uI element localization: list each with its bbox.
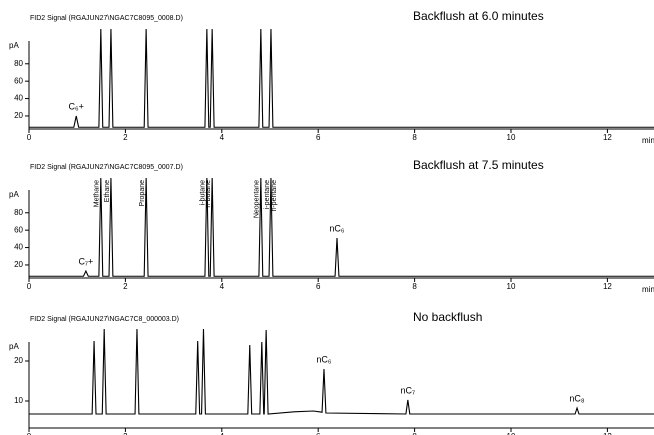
x-tick-label: 2	[123, 133, 128, 142]
x-tick-label: 0	[27, 133, 32, 142]
signal-trace	[29, 177, 654, 277]
chart-panel: FID2 Signal (RGAJUN27\NGAC7C8_000003.D) N…	[9, 310, 654, 435]
x-tick-label: 12	[603, 282, 612, 291]
x-tick-label: 8	[412, 282, 417, 291]
x-tick-label: 2	[123, 282, 128, 291]
peak-annotation: nC₇	[401, 385, 416, 395]
x-tick-label: 6	[316, 133, 321, 142]
y-tick-label: 40	[14, 243, 23, 252]
compound-label: i-butane	[200, 180, 207, 205]
y-tick-label: 20	[14, 260, 23, 269]
panel-subtitle: No backflush	[413, 310, 482, 324]
panel-title: FID2 Signal (RGAJUN27\NGAC7C8095_0008.D)	[30, 15, 183, 22]
compound-label: n-butane	[205, 180, 212, 208]
y-tick-label: 10	[14, 396, 23, 405]
panel-title: FID2 Signal (RGAJUN27\NGAC7C8_000003.D)	[30, 316, 179, 323]
y-tick-label: 80	[14, 208, 23, 217]
x-tick-label: 8	[412, 133, 417, 142]
compound-label: Methane	[94, 180, 101, 207]
x-tick-label: 4	[220, 133, 225, 142]
chart-panel: FID2 Signal (RGAJUN27\NGAC7C8095_0007.D)…	[9, 158, 654, 294]
x-tick-label: 4	[220, 282, 225, 291]
x-tick-label: 10	[507, 432, 516, 435]
compound-label: i-pentane	[264, 180, 271, 209]
y-tick-label: 20	[14, 356, 23, 365]
y-tick-label: 80	[14, 59, 23, 68]
peak-annotation: nC₈	[569, 393, 585, 403]
x-tick-label: 10	[507, 282, 516, 291]
y-tick-label: 40	[14, 94, 23, 103]
x-tick-label: 2	[123, 432, 128, 435]
compound-label: Neopentane	[254, 180, 261, 218]
x-tick-label: 12	[603, 133, 612, 142]
x-tick-label: 8	[412, 432, 417, 435]
peak-annotation: nC₆	[316, 354, 332, 364]
panel-title: FID2 Signal (RGAJUN27\NGAC7C8095_0007.D)	[30, 164, 183, 171]
signal-trace	[29, 328, 654, 415]
x-tick-label: 6	[316, 432, 321, 435]
y-axis-label: pA	[9, 342, 19, 351]
x-axis-label: min	[642, 285, 654, 294]
compound-label: Ethane	[104, 180, 111, 202]
x-axis-label: min	[642, 136, 654, 145]
x-tick-label: 12	[603, 432, 612, 435]
peak-annotation: nC₆	[329, 223, 345, 233]
panel-subtitle: Backflush at 6.0 minutes	[413, 9, 544, 23]
y-axis-label: pA	[9, 190, 19, 199]
panel-subtitle: Backflush at 7.5 minutes	[413, 158, 544, 172]
y-tick-label: 20	[14, 111, 23, 120]
chart-panel: FID2 Signal (RGAJUN27\NGAC7C8095_0008.D)…	[9, 9, 654, 145]
x-tick-label: 0	[27, 432, 32, 435]
x-tick-label: 4	[220, 432, 225, 435]
y-tick-label: 60	[14, 76, 23, 85]
compound-label: n-pentane	[271, 180, 278, 212]
y-axis-label: pA	[9, 41, 19, 50]
x-tick-label: 10	[507, 133, 516, 142]
peak-annotation: C₆+	[69, 101, 84, 111]
y-tick-label: 60	[14, 225, 23, 234]
signal-trace	[29, 28, 654, 128]
x-tick-label: 0	[27, 282, 32, 291]
peak-annotation: C₇+	[78, 256, 93, 266]
compound-label: Propane	[139, 180, 146, 207]
x-tick-label: 6	[316, 282, 321, 291]
